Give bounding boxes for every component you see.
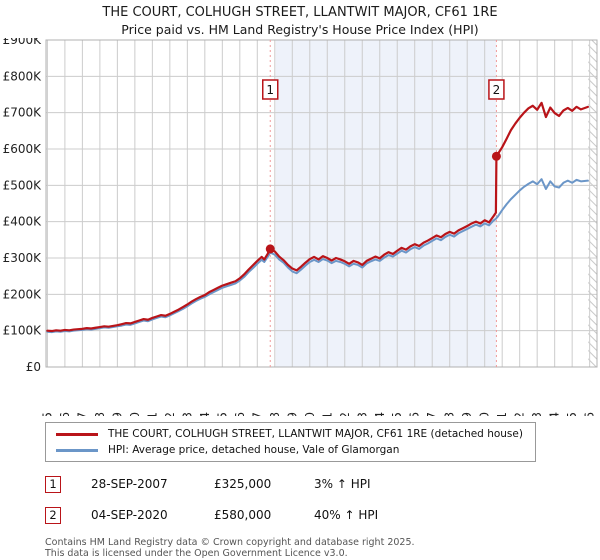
page-title: THE COURT, COLHUGH STREET, LLANTWIT MAJO…	[102, 5, 498, 20]
hpi-line-swatch	[56, 448, 98, 452]
svg-text:2005: 2005	[215, 412, 229, 416]
license-line-1: Contains HM Land Registry data © Crown c…	[45, 537, 415, 548]
svg-text:2025: 2025	[565, 412, 579, 416]
svg-text:2004: 2004	[198, 412, 212, 416]
svg-text:£200K: £200K	[3, 287, 43, 301]
svg-text:2010: 2010	[303, 412, 317, 416]
svg-text:2002: 2002	[163, 412, 177, 416]
svg-text:2009: 2009	[285, 412, 299, 416]
legend-label-property: THE COURT, COLHUGH STREET, LLANTWIT MAJO…	[108, 428, 523, 440]
svg-text:1999: 1999	[110, 412, 124, 416]
svg-text:1997: 1997	[75, 412, 89, 416]
svg-text:2007: 2007	[250, 412, 264, 416]
svg-text:2026: 2026	[583, 412, 597, 416]
legend: THE COURT, COLHUGH STREET, LLANTWIT MAJO…	[45, 422, 536, 462]
svg-text:1: 1	[266, 83, 274, 97]
svg-text:£300K: £300K	[3, 251, 43, 265]
svg-text:1998: 1998	[93, 412, 107, 416]
license-note: Contains HM Land Registry data © Crown c…	[45, 537, 600, 559]
svg-text:2014: 2014	[373, 412, 387, 416]
svg-text:£900K: £900K	[3, 38, 43, 47]
svg-text:£500K: £500K	[3, 178, 43, 192]
svg-text:2017: 2017	[425, 412, 439, 416]
legend-item-hpi: HPI: Average price, detached house, Vale…	[52, 442, 529, 458]
svg-text:2011: 2011	[320, 412, 334, 416]
svg-text:£100K: £100K	[3, 324, 43, 338]
sale-2-marker: 2	[45, 506, 61, 524]
svg-text:2018: 2018	[443, 412, 457, 416]
legend-item-property: THE COURT, COLHUGH STREET, LLANTWIT MAJO…	[52, 426, 529, 442]
svg-text:2020: 2020	[478, 412, 492, 416]
svg-text:2021: 2021	[495, 412, 509, 416]
svg-text:2000: 2000	[128, 412, 142, 416]
sale-1-date: 28-SEP-2007	[91, 477, 168, 491]
page-subtitle: Price paid vs. HM Land Registry's House …	[121, 22, 479, 37]
svg-text:2001: 2001	[145, 412, 159, 416]
svg-text:2022: 2022	[513, 412, 527, 416]
svg-text:2006: 2006	[233, 412, 247, 416]
property-line-swatch	[56, 432, 98, 436]
svg-text:2: 2	[493, 83, 501, 97]
svg-text:£0: £0	[26, 360, 41, 374]
sale-2-date: 04-SEP-2020	[91, 508, 168, 522]
license-line-2: This data is licensed under the Open Gov…	[45, 548, 348, 559]
sale-row-2: 2 04-SEP-2020 £580,000 40% ↑ HPI	[45, 506, 600, 524]
svg-text:2003: 2003	[180, 412, 194, 416]
svg-text:1995: 1995	[40, 412, 54, 416]
legend-label-hpi: HPI: Average price, detached house, Vale…	[108, 444, 400, 456]
svg-text:2023: 2023	[530, 412, 544, 416]
price-chart: 1 2 £0 £100K £200K £300K £400K £500K £600K £700K £…	[3, 38, 598, 416]
svg-text:£700K: £700K	[3, 106, 43, 120]
svg-text:£400K: £400K	[3, 215, 43, 229]
sale-2-price: £580,000	[214, 508, 272, 522]
sale-1-price: £325,000	[214, 477, 272, 491]
svg-text:2008: 2008	[268, 412, 282, 416]
svg-text:2019: 2019	[460, 412, 474, 416]
svg-text:£800K: £800K	[3, 69, 43, 83]
svg-text:1996: 1996	[58, 412, 72, 416]
svg-text:2016: 2016	[408, 412, 422, 416]
svg-text:2024: 2024	[548, 412, 562, 416]
svg-text:£600K: £600K	[3, 142, 43, 156]
svg-text:2012: 2012	[338, 412, 352, 416]
svg-text:2015: 2015	[390, 412, 404, 416]
sale-annotations: 1 28-SEP-2007 £325,000 3% ↑ HPI 2 04-SEP…	[45, 475, 600, 524]
sale-1-marker: 1	[45, 475, 61, 493]
chart-header: THE COURT, COLHUGH STREET, LLANTWIT MAJO…	[0, 0, 600, 38]
sale-row-1: 1 28-SEP-2007 £325,000 3% ↑ HPI	[45, 475, 600, 493]
sale-2-hpi-delta: 40% ↑ HPI	[314, 508, 379, 522]
sale-1-hpi-delta: 3% ↑ HPI	[314, 477, 371, 491]
svg-text:2013: 2013	[355, 412, 369, 416]
